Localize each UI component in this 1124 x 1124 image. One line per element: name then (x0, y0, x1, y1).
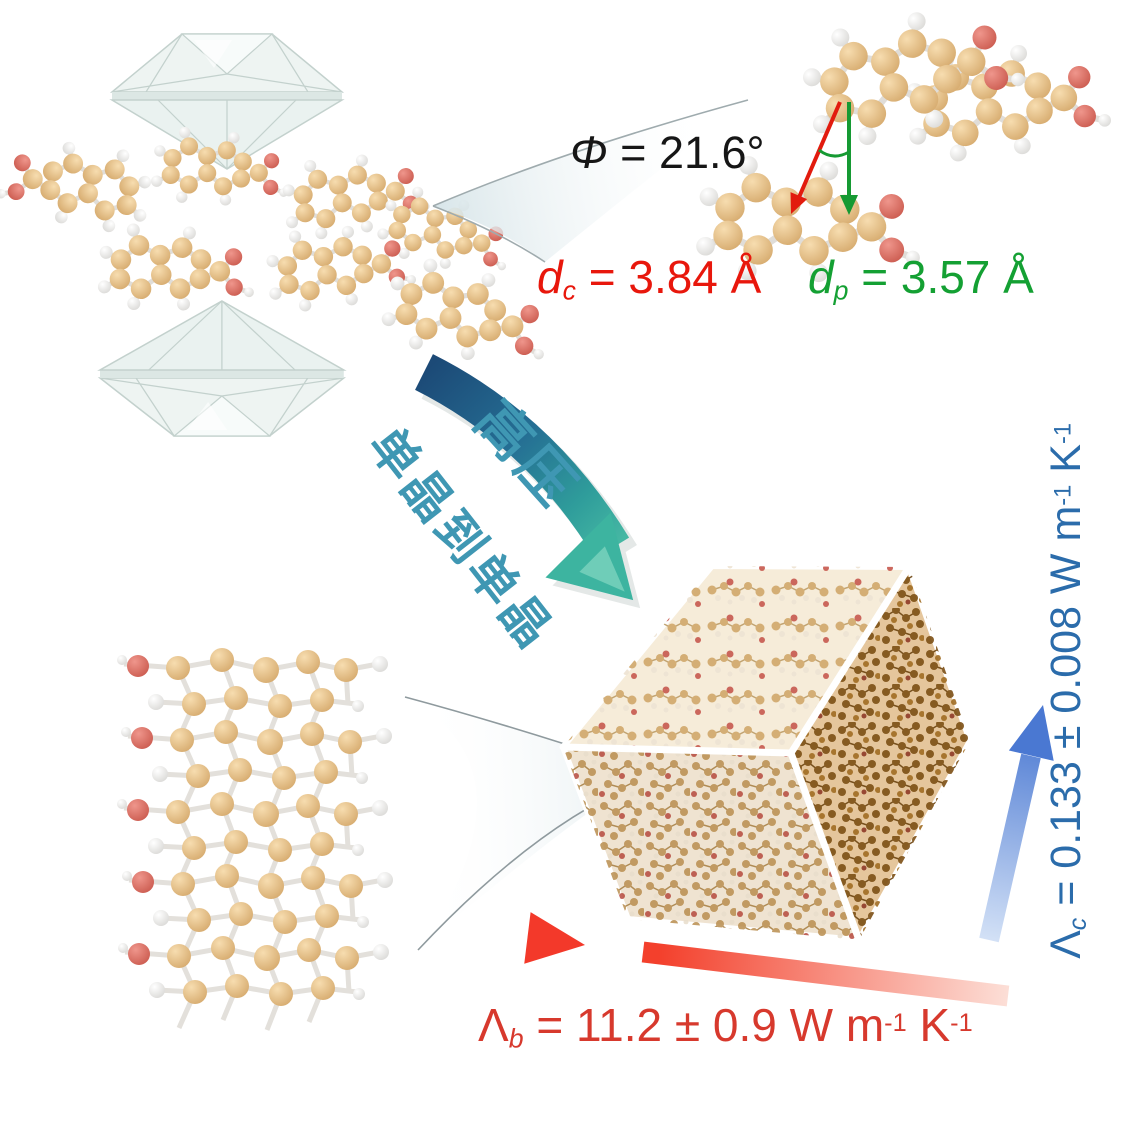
phi-symbol: Φ (570, 127, 608, 178)
thermal-arrow-b (524, 912, 1010, 1007)
pressure-process-arrow (414, 354, 641, 609)
phi-angle-label: Φ = 21.6° (570, 130, 765, 175)
molecule (280, 148, 432, 243)
molecule (97, 222, 257, 316)
molecule (376, 251, 559, 380)
callout-wedge-top (432, 99, 749, 263)
lambda-b-label: Λb = 11.2 ± 0.9 W m-1 K-1 (478, 999, 973, 1054)
phi-value: = 21.6° (607, 127, 765, 178)
arrowhead (524, 912, 585, 964)
molecule (0, 133, 155, 237)
plane-distance-label: dp = 3.57 Å (808, 251, 1034, 306)
molecular-dimer (694, 0, 1113, 292)
lambda-c-label: Λc = 0.133 ± 0.008 W m-1 K-1 (1042, 423, 1093, 959)
angle-arc (818, 148, 850, 158)
centroid-distance-label: dc = 3.84 Å (537, 251, 762, 306)
arrowhead (1008, 705, 1054, 761)
crystal-cube (559, 563, 973, 944)
crystal-chain (117, 648, 393, 1030)
diamond-anvil-bottom (99, 300, 345, 437)
thermal-arrow-c (979, 705, 1054, 943)
centroid-distance-red-arrow (790, 101, 842, 214)
